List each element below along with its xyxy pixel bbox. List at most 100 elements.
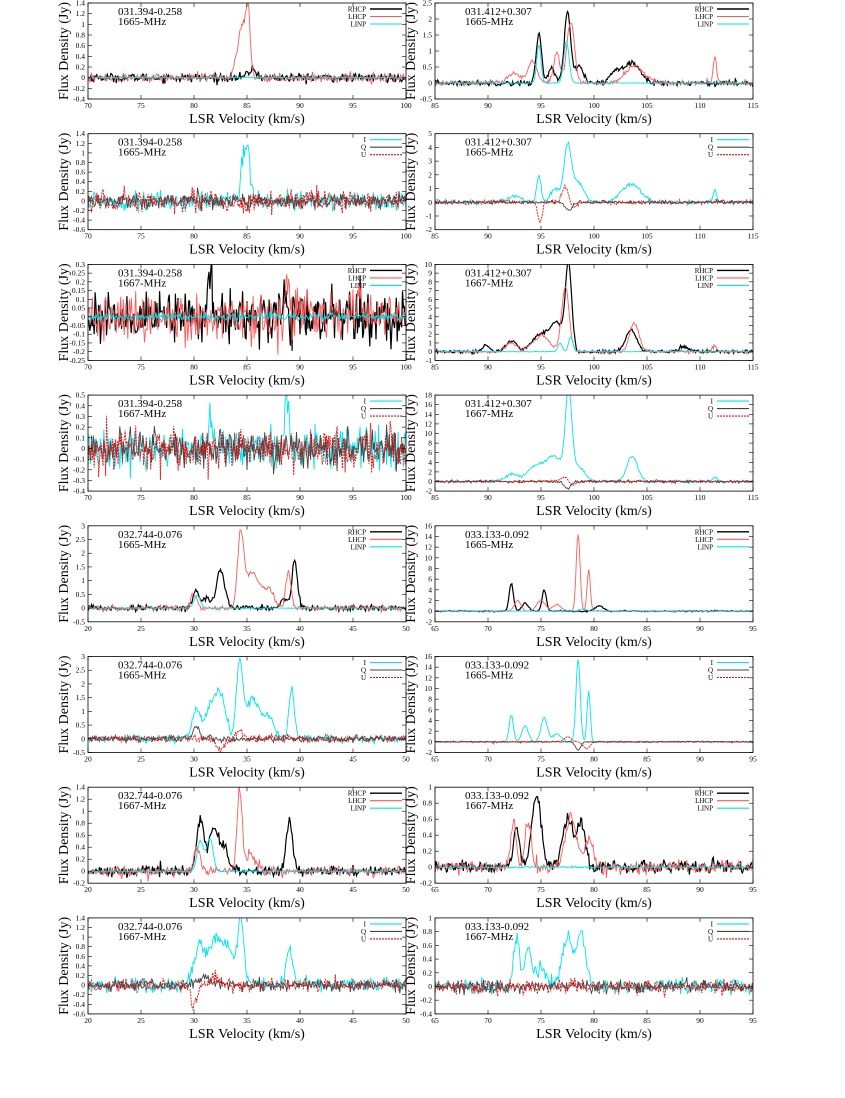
x-axis-label: LSR Velocity (km/s)	[189, 243, 305, 258]
y-tick-label: -0.5	[73, 748, 85, 757]
y-tick-label: 4	[428, 716, 432, 725]
legend-label: U	[361, 413, 366, 421]
y-axis-label: Flux Density (Jy)	[404, 655, 419, 753]
legend-label: I	[364, 136, 367, 144]
y-tick-label: -0.2	[73, 990, 85, 999]
x-axis-label: LSR Velocity (km/s)	[536, 504, 652, 519]
x-tick-label: 90	[296, 362, 304, 371]
y-tick-label: -2	[426, 748, 432, 757]
x-tick-label: 105	[641, 362, 653, 371]
y-tick-label: 6	[428, 448, 432, 457]
x-tick-label: 100	[400, 232, 412, 241]
y-tick-label: 14	[425, 532, 433, 541]
y-tick-label: 0.4	[76, 843, 86, 852]
legend-label: Q	[708, 144, 713, 152]
legend-label: LINP	[350, 805, 366, 813]
x-axis-label: LSR Velocity (km/s)	[536, 896, 652, 911]
x-axis-label: LSR Velocity (km/s)	[536, 373, 652, 388]
y-tick-label: 7	[428, 286, 432, 295]
source-name: 032.744-0.076	[118, 529, 183, 541]
chart-panel-16: 65 70 75 80 85 90 95 -0.4 -0.2 0 0.2 0.4 0.6 0.8 1 LSR …	[404, 913, 757, 1042]
chart-panel-4: 85 90 95 100 105 110 115 -2 -1 0 1 2 3 4 5 LSR Velocity…	[404, 129, 759, 258]
y-tick-label: 0.5	[423, 63, 433, 72]
x-tick-label: 90	[696, 1016, 704, 1025]
x-tick-label: 40	[296, 885, 304, 894]
y-tick-label: 2	[428, 727, 432, 736]
legend-label: LINP	[350, 282, 366, 290]
y-tick-label: 3	[81, 521, 85, 530]
legend-label: RHCP	[695, 6, 713, 14]
legend-label: RHCP	[348, 528, 366, 536]
y-axis-label: Flux Density (Jy)	[57, 786, 72, 884]
y-tick-label: 0.8	[76, 942, 86, 951]
y-tick-label: 0.8	[423, 799, 433, 808]
legend-label: U	[708, 413, 713, 421]
y-tick-label: 0	[81, 604, 85, 613]
x-tick-label: 90	[696, 885, 704, 894]
x-tick-label: 45	[349, 755, 357, 764]
x-tick-label: 85	[643, 624, 651, 633]
series-group	[435, 9, 753, 88]
y-tick-label: 8	[428, 277, 432, 286]
legend-label: RHCP	[695, 790, 713, 798]
y-tick-label: -0.4	[420, 1009, 432, 1018]
x-tick-label: 95	[349, 101, 357, 110]
y-tick-label: -0.4	[73, 487, 85, 496]
y-axis-label: Flux Density (Jy)	[57, 132, 72, 230]
series-linp	[435, 336, 753, 353]
frequency-label: 1667-MHz	[465, 277, 513, 289]
x-axis-label: LSR Velocity (km/s)	[189, 766, 305, 781]
y-tick-label: 9	[428, 269, 432, 278]
y-tick-label: -0.1	[73, 455, 85, 464]
x-tick-label: 90	[484, 493, 492, 502]
x-tick-label: 70	[84, 101, 92, 110]
y-tick-label: 0.5	[76, 721, 86, 730]
legend-label: LHCP	[695, 274, 713, 282]
series-linp	[88, 76, 406, 80]
y-tick-label: 0.5	[76, 391, 86, 400]
series-lhcp	[88, 787, 406, 882]
frequency-label: 1665-MHz	[118, 147, 166, 159]
x-tick-label: 30	[190, 624, 198, 633]
x-tick-label: 65	[431, 1016, 439, 1025]
source-name: 031.412+0.307	[465, 137, 532, 149]
chart-panel-14: 65 70 75 80 85 90 95 -0.2 0 0.2 0.4 0.6 0.8 1 LSR Velo…	[404, 783, 757, 912]
y-axis-label: Flux Density (Jy)	[404, 263, 419, 361]
y-tick-label: 2	[428, 330, 432, 339]
x-tick-label: 70	[84, 493, 92, 502]
y-tick-label: 2	[81, 679, 85, 688]
y-tick-label: 0.05	[72, 304, 85, 313]
x-tick-label: 95	[749, 1016, 757, 1025]
series-group	[435, 930, 753, 998]
x-tick-label: 75	[537, 1016, 545, 1025]
x-tick-label: 35	[243, 1016, 251, 1025]
legend-label: U	[708, 674, 713, 682]
y-tick-label: -0.5	[73, 617, 85, 626]
y-tick-label: 10	[425, 260, 433, 269]
y-axis-label: Flux Density (Jy)	[57, 917, 72, 1015]
y-tick-label: -0.4	[73, 216, 85, 225]
legend-label: LHCP	[695, 13, 713, 21]
y-tick-label: -0.6	[73, 1009, 85, 1018]
series-group	[88, 657, 406, 753]
y-tick-label: 3	[428, 157, 432, 166]
y-tick-label: -0.2	[420, 996, 432, 1005]
y-tick-label: 1	[81, 707, 85, 716]
y-tick-label: 2	[428, 596, 432, 605]
x-tick-label: 30	[190, 755, 198, 764]
y-tick-label: 0.2	[423, 847, 433, 856]
y-axis-label: Flux Density (Jy)	[404, 132, 419, 230]
y-tick-label: 0.8	[76, 31, 86, 40]
frequency-label: 1667-MHz	[118, 931, 166, 943]
x-tick-label: 115	[748, 493, 759, 502]
y-tick-label: 2	[428, 15, 432, 24]
series-linp	[88, 594, 406, 610]
series-rhcp	[88, 65, 406, 86]
y-axis-label: Flux Density (Jy)	[57, 524, 72, 622]
y-tick-label: 0.4	[76, 52, 86, 61]
x-tick-label: 90	[484, 362, 492, 371]
y-tick-label: 0.15	[72, 286, 85, 295]
y-tick-label: 6	[428, 705, 432, 714]
